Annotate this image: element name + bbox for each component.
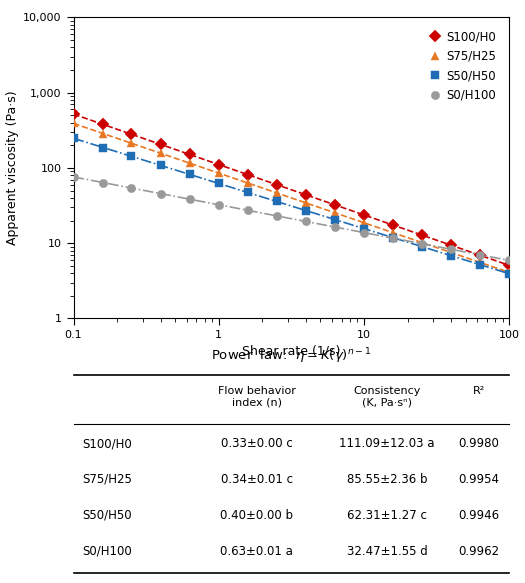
- Text: 111.09±12.03 a: 111.09±12.03 a: [340, 437, 435, 450]
- Text: S100/H0: S100/H0: [82, 437, 132, 450]
- Text: 0.34±0.01 c: 0.34±0.01 c: [220, 473, 292, 486]
- Text: Consistency
(K, Pa·sⁿ): Consistency (K, Pa·sⁿ): [353, 386, 421, 408]
- Legend: S100/H0, S75/H25, S50/H50, S0/H100: S100/H0, S75/H25, S50/H50, S0/H100: [422, 23, 503, 109]
- Y-axis label: Apparent viscosity (Pa·s): Apparent viscosity (Pa·s): [6, 91, 19, 245]
- Text: 0.9946: 0.9946: [458, 509, 499, 522]
- Text: 32.47±1.55 d: 32.47±1.55 d: [347, 545, 428, 558]
- Text: 0.40±0.00 b: 0.40±0.00 b: [220, 509, 293, 522]
- Text: S0/H100: S0/H100: [82, 545, 132, 558]
- Text: Power  law:  $\eta = K(\dot{\gamma})^{n-1}$: Power law: $\eta = K(\dot{\gamma})^{n-1}…: [211, 347, 372, 366]
- Text: 85.55±2.36 b: 85.55±2.36 b: [347, 473, 427, 486]
- Text: Flow behavior
index (n): Flow behavior index (n): [217, 386, 296, 408]
- Text: 62.31±1.27 c: 62.31±1.27 c: [348, 509, 427, 522]
- Text: 0.9954: 0.9954: [458, 473, 499, 486]
- X-axis label: Shear rate (1/s): Shear rate (1/s): [242, 345, 341, 357]
- Text: R²: R²: [472, 386, 485, 396]
- Text: S50/H50: S50/H50: [82, 509, 132, 522]
- Text: 0.33±0.00 c: 0.33±0.00 c: [220, 437, 292, 450]
- Text: 0.9980: 0.9980: [458, 437, 499, 450]
- Text: 0.63±0.01 a: 0.63±0.01 a: [220, 545, 293, 558]
- Text: S75/H25: S75/H25: [82, 473, 132, 486]
- Text: 0.9962: 0.9962: [458, 545, 499, 558]
